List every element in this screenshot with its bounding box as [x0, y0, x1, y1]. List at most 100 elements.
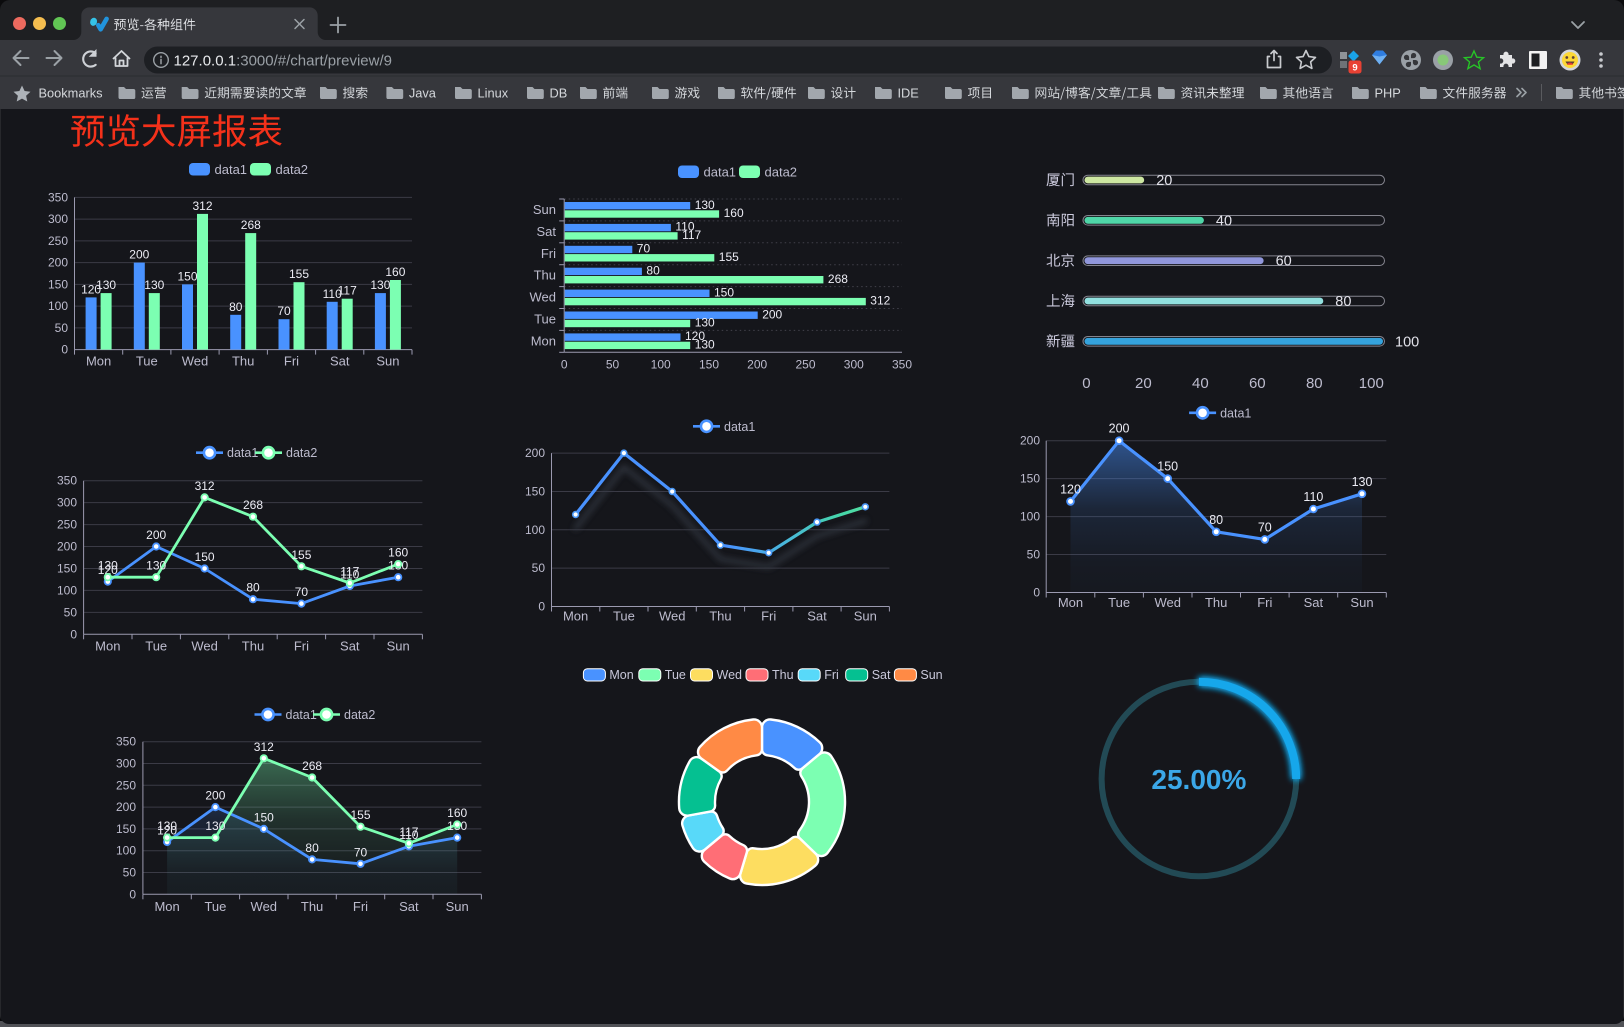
svg-text:160: 160: [385, 265, 405, 279]
svg-text:80: 80: [1209, 513, 1223, 527]
svg-text:110: 110: [323, 287, 342, 301]
svg-text:Tue: Tue: [534, 311, 556, 326]
svg-text:Sun: Sun: [376, 354, 399, 369]
svg-text:70: 70: [295, 585, 309, 599]
svg-text:150: 150: [57, 562, 77, 576]
svg-text:200: 200: [525, 446, 545, 460]
svg-text:200: 200: [48, 256, 68, 270]
svg-text:300: 300: [116, 757, 136, 771]
svg-text:0: 0: [129, 887, 136, 901]
svg-text:150: 150: [195, 550, 215, 564]
svg-text:130: 130: [695, 338, 715, 352]
svg-text:300: 300: [844, 358, 864, 372]
svg-text:130: 130: [98, 559, 118, 573]
svg-text:Sat: Sat: [807, 609, 827, 624]
svg-text:Mon: Mon: [531, 333, 556, 348]
svg-text:100: 100: [1359, 375, 1384, 392]
svg-text:120: 120: [685, 329, 705, 343]
svg-text:Tue: Tue: [204, 899, 226, 914]
svg-text:60: 60: [1249, 375, 1266, 392]
svg-text:160: 160: [388, 546, 408, 560]
svg-text:80: 80: [1335, 294, 1351, 310]
svg-text:Thu: Thu: [772, 668, 794, 682]
svg-text:data2: data2: [286, 446, 317, 460]
svg-text:110: 110: [399, 828, 418, 842]
svg-text:DB: DB: [550, 86, 568, 101]
svg-text:130: 130: [695, 316, 715, 330]
svg-text:40: 40: [1192, 375, 1209, 392]
svg-text:Wed: Wed: [717, 668, 743, 682]
svg-text:130: 130: [157, 819, 177, 833]
svg-text:150: 150: [116, 822, 136, 836]
svg-text:50: 50: [55, 321, 69, 335]
svg-text:110: 110: [675, 220, 694, 234]
svg-text:Sat: Sat: [536, 224, 556, 239]
svg-text:Mon: Mon: [563, 609, 588, 624]
svg-text:Sun: Sun: [854, 609, 877, 624]
svg-text:Sat: Sat: [872, 668, 891, 682]
svg-text:350: 350: [48, 190, 68, 204]
svg-text:120: 120: [81, 282, 101, 296]
svg-text:Sat: Sat: [330, 354, 350, 369]
svg-text:Mon: Mon: [1058, 595, 1083, 610]
svg-text:200: 200: [129, 248, 149, 262]
svg-text:Thu: Thu: [1205, 595, 1227, 610]
svg-text:Mon: Mon: [95, 639, 120, 654]
svg-text:0: 0: [61, 343, 68, 357]
svg-text:Thu: Thu: [242, 639, 264, 654]
svg-text:Tue: Tue: [145, 639, 167, 654]
svg-text:0: 0: [1033, 586, 1040, 600]
svg-text:Wed: Wed: [251, 899, 278, 914]
svg-text:312: 312: [195, 479, 215, 493]
svg-text:Fri: Fri: [284, 354, 299, 369]
svg-text:350: 350: [57, 474, 77, 488]
svg-text:150: 150: [1157, 460, 1178, 474]
svg-text:data2: data2: [765, 165, 798, 180]
svg-text:120: 120: [98, 563, 118, 577]
svg-text:250: 250: [116, 778, 136, 792]
svg-text:268: 268: [828, 272, 848, 286]
svg-text:117: 117: [682, 228, 701, 242]
svg-text:80: 80: [305, 841, 319, 855]
svg-text:50: 50: [606, 358, 620, 372]
svg-text:80: 80: [1306, 375, 1323, 392]
svg-text:0: 0: [70, 627, 77, 641]
svg-text:Fri: Fri: [541, 246, 556, 261]
svg-text:200: 200: [1109, 422, 1130, 436]
svg-text:Sun: Sun: [387, 639, 410, 654]
svg-text:100: 100: [48, 299, 68, 313]
svg-text:0: 0: [561, 358, 568, 372]
svg-text:Wed: Wed: [659, 609, 686, 624]
svg-text:200: 200: [116, 800, 136, 814]
svg-text:Wed: Wed: [191, 639, 218, 654]
svg-text:Fri: Fri: [824, 668, 839, 682]
svg-text:Thu: Thu: [232, 354, 254, 369]
svg-text:268: 268: [302, 759, 322, 773]
svg-text:Thu: Thu: [534, 268, 556, 283]
svg-text:50: 50: [1027, 548, 1041, 562]
svg-text:110: 110: [1303, 490, 1323, 504]
svg-text:300: 300: [57, 496, 77, 510]
svg-text:Tue: Tue: [665, 668, 686, 682]
svg-text:150: 150: [177, 269, 197, 283]
svg-text:data1: data1: [215, 162, 248, 177]
svg-text:155: 155: [719, 250, 739, 264]
svg-text:Mon: Mon: [154, 899, 179, 914]
svg-text:80: 80: [246, 581, 260, 595]
svg-text:Mon: Mon: [86, 354, 111, 369]
svg-text:312: 312: [870, 294, 890, 308]
svg-text:Tue: Tue: [136, 354, 158, 369]
svg-text:200: 200: [205, 789, 225, 803]
svg-text:100: 100: [57, 583, 77, 597]
svg-text:150: 150: [714, 285, 734, 299]
svg-text:9: 9: [1352, 63, 1357, 74]
svg-text:data1: data1: [1220, 406, 1251, 420]
svg-text:200: 200: [57, 540, 77, 554]
svg-text:Sun: Sun: [920, 668, 942, 682]
svg-text:data1: data1: [704, 165, 737, 180]
svg-text:117: 117: [338, 284, 357, 298]
svg-text:data2: data2: [344, 708, 375, 722]
svg-text:350: 350: [892, 358, 912, 372]
svg-text:312: 312: [192, 199, 212, 213]
svg-text:Java: Java: [409, 86, 437, 101]
